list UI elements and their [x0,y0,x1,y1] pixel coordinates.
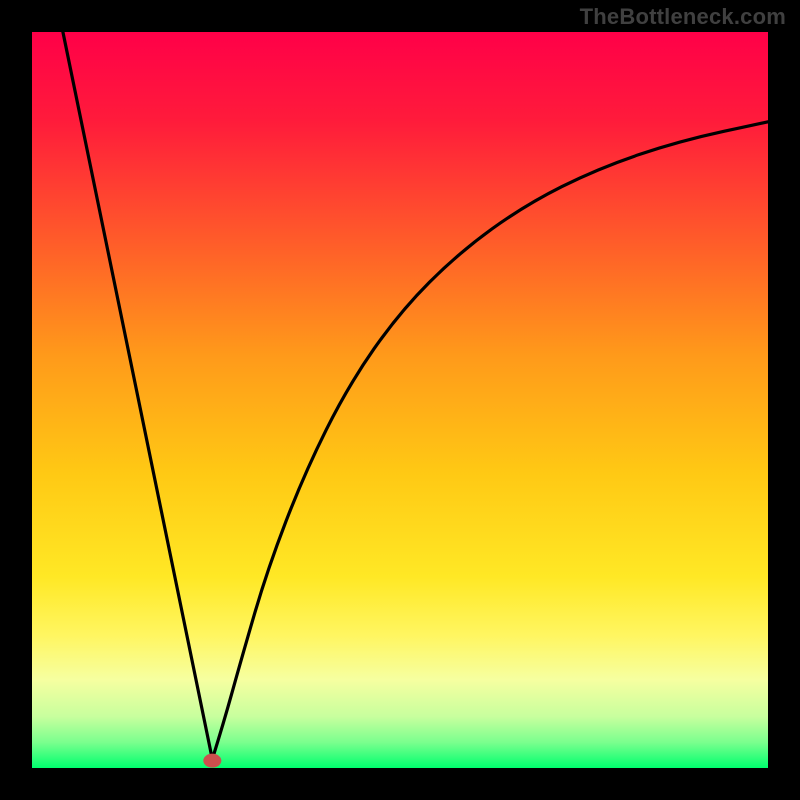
chart-frame: TheBottleneck.com [0,0,800,800]
watermark-text: TheBottleneck.com [580,4,786,30]
plot-background [32,32,768,768]
bottleneck-chart [0,0,800,800]
dip-marker [203,754,221,768]
